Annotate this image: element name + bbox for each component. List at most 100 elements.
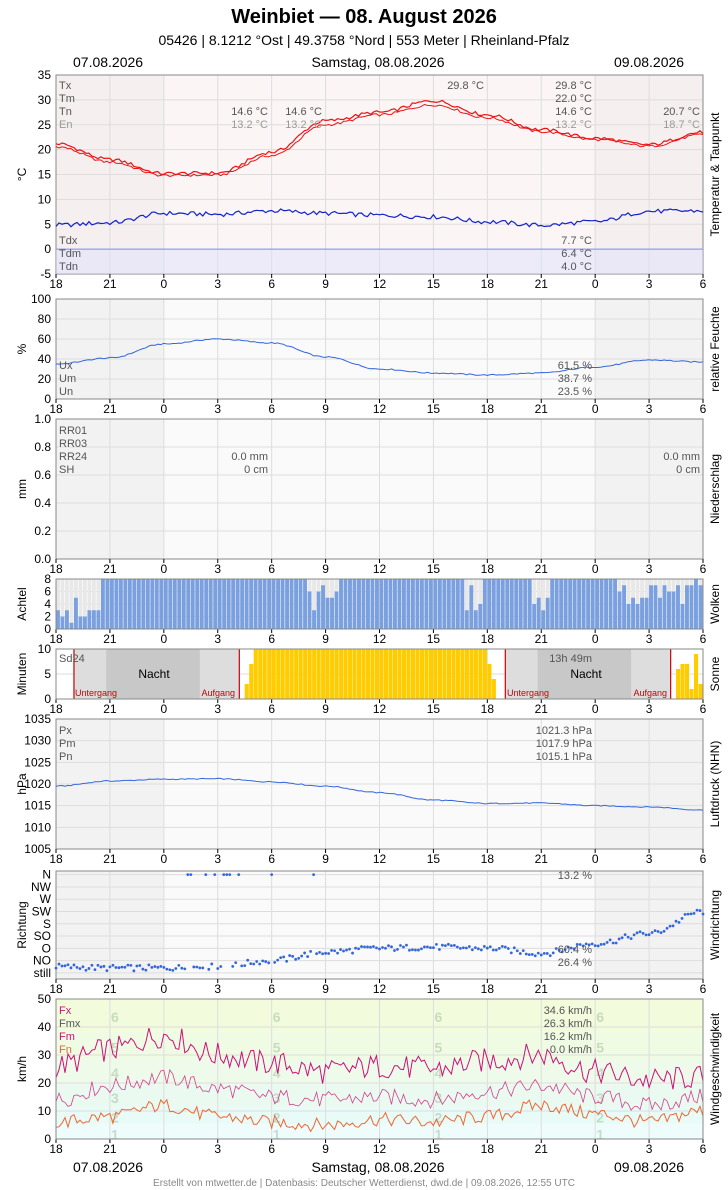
legend-sh: SH [59,464,74,476]
xtick-label: 18 [49,982,63,996]
direction-point [411,948,414,952]
cloud-bar [87,610,92,629]
direction-point [123,965,127,969]
direction-point [497,946,501,950]
beaufort-number: 4 [435,1065,443,1081]
direction-point [405,943,408,947]
cloud-bar [509,579,514,629]
ytick-label: 30 [38,1048,52,1062]
xtick-label: 3 [646,402,653,416]
sun-bar [375,649,380,699]
direction-point [509,951,513,955]
tn-next-annotation: 18.7 °C [663,119,700,131]
direction-point [408,948,411,952]
cloud-bar [163,579,168,629]
direction-point [81,965,85,969]
direction-point [276,958,280,962]
direction-point [279,956,283,959]
cloud-bar [132,579,137,629]
xtick-label: 15 [427,402,441,416]
xtick-label: 12 [373,982,387,996]
sun-bar [334,649,339,699]
cloud-bar [523,579,528,629]
direction-point [539,953,543,957]
tm-annotation: 22.0 °C [555,93,592,105]
direction-point [572,947,576,951]
direction-point [596,944,600,948]
cloud-bar [379,579,384,629]
xtick-label: 3 [214,562,221,576]
direction-point [602,942,606,946]
sun-bar [392,649,398,699]
direction-point [387,944,390,948]
cloud-bar [375,579,379,629]
direction-point [656,930,660,933]
side-label: Niederschlag [708,454,722,524]
direction-point [375,946,378,950]
direction-point [228,873,232,877]
xtick-label: 12 [373,702,387,716]
xtick-label: 0 [592,702,599,716]
direction-point [105,969,109,972]
pn-annotation: 1015.1 hPa [536,751,593,763]
cloud-bar [100,579,105,629]
ylabel: °C [15,167,29,181]
cloud-bar [487,579,492,629]
xtick-label: 0 [160,852,167,866]
cloud-bar [662,585,667,629]
direction-point [372,945,375,948]
xtick-label: 3 [214,1142,221,1156]
xtick-label: 6 [268,982,275,996]
direction-point [470,948,474,952]
side-label: Sonne [708,656,722,691]
direction-point [390,945,393,949]
sun-bar [348,649,353,699]
rr-annotation: 0.0 mm [231,451,268,463]
xtick-label: 0 [592,632,599,646]
direction-point [288,954,292,957]
beaufort-number: 3 [435,1090,443,1106]
footer-credit: Erstellt von mtwetter.de | Datenbasis: D… [153,1178,575,1189]
cloud-bar [199,579,204,629]
legend-tx: Tx [59,80,72,92]
cloud-bar [455,579,460,629]
cloud-bar-bg [96,579,101,629]
xtick-label: 0 [160,277,167,291]
beaufort-number: 5 [273,1040,281,1056]
cloud-bar [415,579,420,629]
xtick-label: 9 [322,277,329,291]
sun-bar [442,649,447,699]
sun-bar [478,649,483,699]
ylabel: % [15,343,29,354]
beaufort-number: 2 [435,1110,443,1126]
cloud-bar [213,579,218,629]
direction-point [435,943,438,946]
direction-point [647,933,651,937]
en-annotation: 13.2 °C [285,119,322,131]
beaufort-number: 6 [111,1009,119,1025]
direction-point [360,945,363,948]
night-label: Nacht [138,667,170,681]
xtick-label: 9 [322,702,329,716]
xtick-label: 18 [49,702,63,716]
direction-point [695,908,699,912]
panel-frame [55,578,704,630]
legend-rr01: RR01 [59,425,87,437]
ytick-label: 25 [38,118,52,132]
sun-bar [357,649,362,699]
sun-bar [316,649,321,699]
direction-point [698,909,702,912]
direction-point [689,912,693,916]
xtick-label: 0 [592,562,599,576]
cloud-bar [294,579,299,629]
xtick-label: 3 [214,982,221,996]
cloud-bar [671,591,676,629]
direction-point [264,960,268,963]
direction-point [461,946,465,950]
max-annotation: 29.8 °C [447,80,484,92]
cloud-bar [536,597,541,629]
legend-ux: Ux [59,360,73,372]
sun-bar [419,649,425,699]
cloud-bar [653,585,658,629]
direction-point [530,952,534,956]
